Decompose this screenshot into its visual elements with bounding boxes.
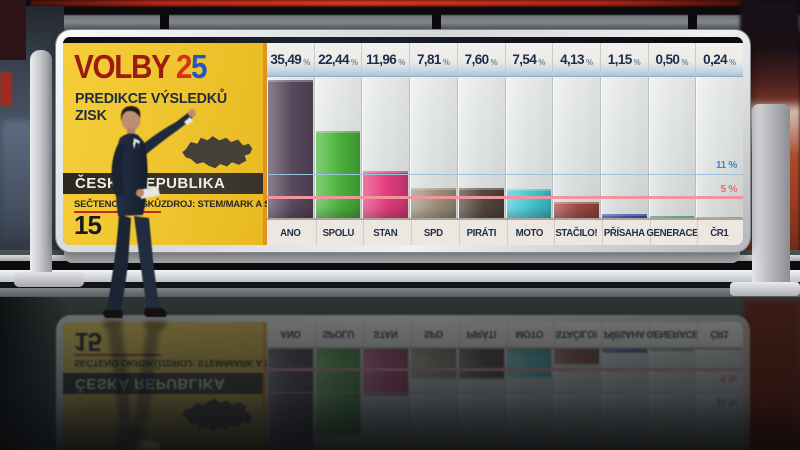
stage-step — [0, 261, 800, 270]
value-cell: 7,60% — [456, 43, 505, 76]
studio-wall-left-red-accent — [0, 72, 12, 106]
value-cell: 4,13% — [552, 43, 600, 76]
chart-area: 11 % 5 % — [267, 77, 743, 218]
threshold-line — [267, 196, 743, 199]
chart-column — [267, 77, 314, 218]
value-cell: 1,15% — [599, 43, 648, 76]
chart-bar — [268, 79, 313, 218]
presenter-shoe-front — [144, 308, 167, 317]
chart-column — [552, 77, 600, 218]
chart-column — [456, 77, 505, 218]
chart-bar — [649, 216, 695, 218]
chart-column — [361, 77, 410, 218]
board-stand-right-foot — [730, 282, 800, 296]
presenter-raised-arm — [136, 109, 196, 158]
chart-column — [599, 77, 648, 218]
chart-bar — [363, 171, 409, 218]
chart-bar — [458, 188, 504, 218]
logo-digit-2: 2 — [175, 48, 193, 85]
presenter-cuff — [184, 117, 193, 125]
volby-25-logo: VOLBY 25 — [74, 48, 208, 86]
party-label: MOTO — [506, 220, 550, 245]
panel-subtitle: PREDIKCE VÝSLEDKŮ ZISK — [75, 90, 227, 125]
party-label: STAN — [363, 220, 407, 245]
presenter-leg-front — [134, 216, 160, 310]
chart-column — [695, 77, 743, 218]
studio-red-light-strip — [30, 0, 760, 6]
presenter-tie — [134, 142, 139, 162]
chart-bar — [506, 188, 552, 218]
presenter-figure — [103, 106, 196, 318]
party-label: PŘÍSAHA — [601, 220, 646, 245]
party-label: STAČILO! — [554, 220, 598, 245]
chart-bar — [601, 213, 647, 218]
value-cell: 35,49% — [270, 52, 311, 67]
value-cell: 11,96% — [361, 43, 409, 76]
party-label: ANO — [280, 226, 301, 239]
chart-bar — [697, 217, 743, 218]
party-label: PIRÁTI — [458, 220, 503, 245]
floor-left-shadow — [0, 296, 70, 450]
board-top-strip — [63, 37, 743, 43]
board-stand-right — [752, 104, 790, 290]
board-stand-left-foot — [14, 272, 84, 287]
studio-ceiling — [0, 4, 800, 16]
chart-column — [504, 77, 553, 218]
chart-values-row: 35,49% 22,44% 11,96% 7,81% 7,60% 7,54% 4,13% 1,… — [267, 43, 743, 77]
presenter-near-hand — [136, 189, 144, 197]
chart-bar — [554, 201, 599, 218]
value-cell: 0,24% — [695, 43, 743, 76]
chart-column — [647, 77, 696, 218]
presenter-shoe-back — [103, 310, 123, 318]
studio-wall-left-dark — [0, 0, 26, 60]
stage-step — [0, 270, 800, 282]
logo-digit-5: 5 — [191, 48, 208, 85]
presenter-head — [121, 109, 141, 131]
presenter-hair — [120, 106, 141, 122]
threshold-label: 5 % — [720, 183, 738, 195]
chart-column — [409, 77, 457, 218]
threshold-label: 11 % — [715, 160, 737, 172]
chart-labels-row: ANO SPOLU STAN SPD PIRÁTI MOTO STAČILO! PŘÍSAHA… — [267, 218, 743, 245]
party-label: SPOLU — [315, 220, 360, 245]
results-board-inner: VOLBY 25 PREDIKCE VÝSLEDKŮ ZISK ČESKÁ REP… — [63, 37, 743, 245]
chart-bar — [411, 187, 456, 218]
value-cell: 0,50% — [647, 43, 696, 76]
floor-reflection-red-wall — [744, 300, 800, 450]
light-rig-clamp — [688, 9, 697, 39]
threshold-line — [267, 173, 743, 176]
stage-step — [0, 288, 800, 297]
presenter-neck — [127, 128, 135, 135]
results-chart: 35,49% 22,44% 11,96% 7,81% 7,60% 7,54% 4,13% 1,… — [267, 43, 743, 245]
party-label: SPD — [411, 220, 455, 245]
value-cell: 7,81% — [409, 43, 457, 76]
party-label: GENERACE — [646, 220, 698, 245]
presenter-near-arm — [111, 144, 126, 196]
logo-word: VOLBY — [74, 48, 171, 85]
presenter-cards — [139, 186, 160, 199]
panel-subtitle-line1: PREDIKCE VÝSLEDKŮ — [75, 90, 227, 107]
source-label: ZDROJ: STEM/MARK A STEM — [160, 199, 290, 210]
czech-republic-map-icon — [182, 136, 253, 169]
info-panel: VOLBY 25 PREDIKCE VÝSLEDKŮ ZISK ČESKÁ REP… — [63, 43, 290, 245]
presenter-hand — [188, 109, 196, 117]
party-label: ČR1 — [697, 220, 741, 245]
value-cell: 7,54% — [504, 43, 553, 76]
light-rig-clamp — [432, 9, 441, 35]
results-board: VOLBY 25 PREDIKCE VÝSLEDKŮ ZISK ČESKÁ REP… — [56, 30, 750, 252]
light-rig-clamp — [160, 9, 169, 35]
board-stand-left — [30, 50, 52, 280]
counted-number: 15 — [74, 210, 102, 240]
stage-step — [0, 282, 800, 288]
value-cell: 22,44% — [313, 43, 362, 76]
panel-subtitle-line2: ZISK — [75, 107, 107, 125]
presenter-leg-back — [107, 214, 131, 312]
